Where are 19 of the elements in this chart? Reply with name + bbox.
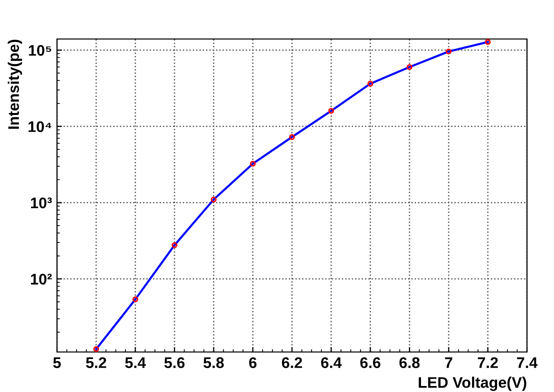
- y-axis-title: Intensity(pe): [8, 40, 22, 129]
- x-tick-label: 6.4: [321, 357, 342, 368]
- x-tick-label: 6.2: [282, 357, 302, 368]
- y-tick-label: 10³: [31, 198, 52, 208]
- x-tick-label: 5.4: [125, 357, 146, 368]
- x-tick-label: 6: [249, 357, 257, 368]
- x-tick-label: 6.8: [399, 357, 420, 368]
- y-tick-label: 10⁵: [28, 45, 52, 56]
- x-tick-label: 5: [53, 357, 61, 368]
- x-tick-label: 6.6: [360, 357, 380, 368]
- y-tick-label: 10⁴: [28, 121, 52, 132]
- x-tick-label: 7.2: [478, 357, 498, 368]
- x-tick-label: 5.6: [164, 357, 185, 368]
- x-tick-label: 5.8: [204, 357, 224, 368]
- x-axis-title: LED Voltage(V): [418, 376, 526, 391]
- x-tick-label: 7.4: [517, 357, 538, 368]
- y-tick-label: 10²: [31, 274, 52, 285]
- x-tick-label: 7: [445, 357, 452, 368]
- x-tick-label: 5.2: [86, 357, 106, 368]
